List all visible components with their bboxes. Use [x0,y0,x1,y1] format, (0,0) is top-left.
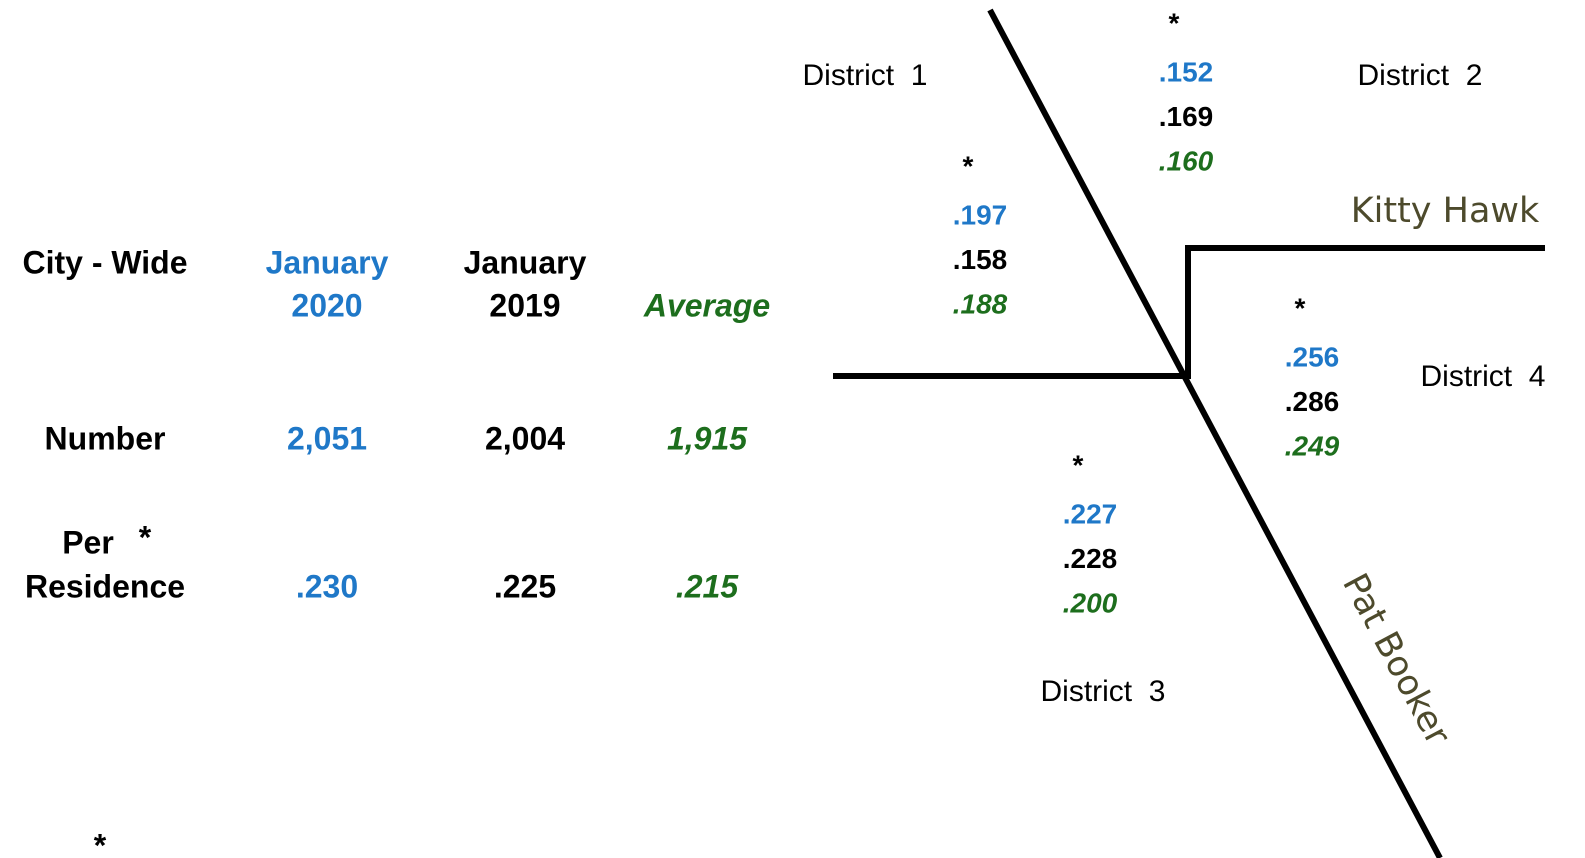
district-name: District 2 [1357,59,1482,92]
district-value: .228 [1063,543,1118,574]
district-value: .286 [1285,386,1340,417]
row-label: Residence [25,568,185,604]
district-value: .256 [1285,341,1340,372]
district-value: .200 [1063,587,1118,618]
footnote-marker: * [94,827,107,858]
district-value: .249 [1285,430,1340,461]
road-line [987,8,1443,858]
district-value: .160 [1159,145,1214,176]
district-value: .152 [1159,56,1214,87]
marker: * [963,150,974,181]
district-value: .197 [953,199,1008,230]
cell: .230 [296,568,358,604]
road-label: Pat Booker [1334,567,1458,752]
header-label: City - Wide [22,244,187,280]
cell: .225 [494,568,556,604]
cell: 1,915 [667,420,748,456]
marker: * [1169,7,1180,38]
district-value: .188 [953,288,1008,319]
marker: * [1295,292,1306,323]
cell: 2,004 [485,420,565,456]
cell: 2,051 [287,420,367,456]
marker: * [1073,449,1084,480]
district-value: .158 [953,244,1008,275]
road-label: Kitty Hawk [1351,191,1540,231]
row-label: Per [62,524,114,560]
district-name: District 4 [1420,360,1545,393]
row-label: Number [45,420,166,456]
district-name: District 3 [1040,675,1165,708]
header: 2020 [291,287,362,323]
header: January [464,244,587,280]
header: Average [643,287,770,323]
district-name: District 1 [802,59,927,92]
cell: .215 [676,568,739,604]
header: January [266,244,389,280]
header: 2019 [489,287,560,323]
district-value: .227 [1063,498,1118,529]
marker: * [139,519,152,555]
district-value: .169 [1159,101,1214,132]
